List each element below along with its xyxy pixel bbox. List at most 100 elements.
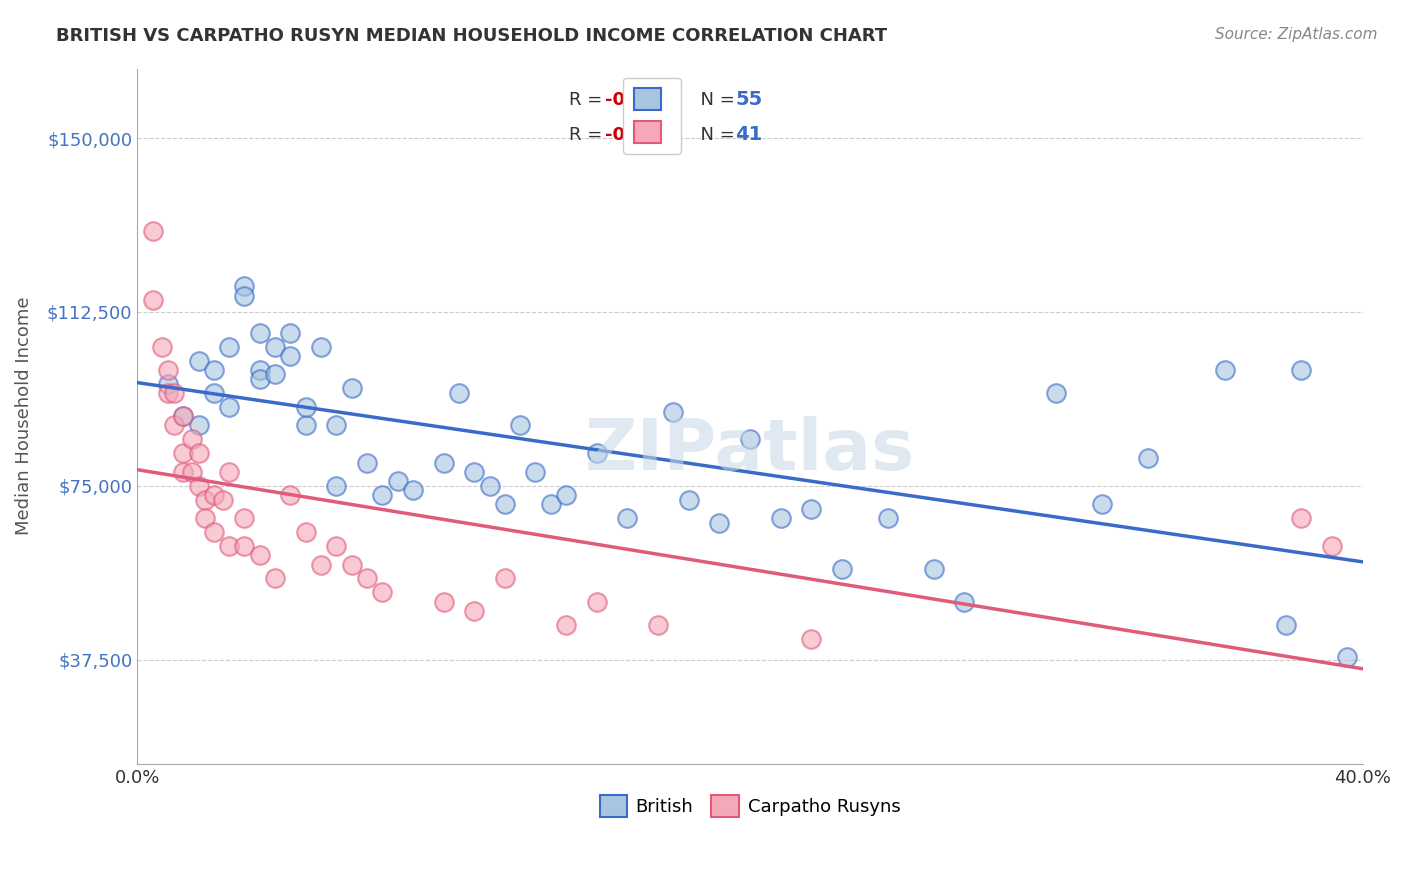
Point	[233, 511, 256, 525]
Point	[325, 539, 347, 553]
Point	[172, 409, 194, 424]
Point	[463, 465, 485, 479]
Point	[249, 363, 271, 377]
Text: BRITISH VS CARPATHO RUSYN MEDIAN HOUSEHOLD INCOME CORRELATION CHART: BRITISH VS CARPATHO RUSYN MEDIAN HOUSEHO…	[56, 27, 887, 45]
Point	[371, 488, 394, 502]
Point	[294, 524, 316, 539]
Point	[524, 465, 547, 479]
Point	[432, 456, 454, 470]
Text: 55: 55	[735, 90, 762, 110]
Point	[202, 524, 225, 539]
Point	[494, 497, 516, 511]
Point	[432, 594, 454, 608]
Point	[1137, 450, 1160, 465]
Point	[156, 386, 179, 401]
Point	[555, 617, 578, 632]
Point	[371, 585, 394, 599]
Point	[447, 386, 470, 401]
Point	[187, 479, 209, 493]
Point	[876, 511, 898, 525]
Point	[1291, 363, 1313, 377]
Point	[463, 604, 485, 618]
Point	[249, 372, 271, 386]
Point	[212, 492, 235, 507]
Point	[678, 492, 700, 507]
Point	[280, 326, 302, 340]
Point	[181, 433, 204, 447]
Point	[769, 511, 792, 525]
Point	[555, 488, 578, 502]
Point	[831, 562, 853, 576]
Point	[585, 446, 607, 460]
Text: R =: R =	[568, 126, 607, 144]
Point	[194, 511, 217, 525]
Y-axis label: Median Household Income: Median Household Income	[15, 297, 32, 535]
Point	[800, 501, 823, 516]
Point	[172, 465, 194, 479]
Point	[280, 349, 302, 363]
Point	[163, 386, 186, 401]
Text: ZIPatlas: ZIPatlas	[585, 417, 915, 485]
Point	[187, 446, 209, 460]
Point	[647, 617, 669, 632]
Point	[309, 558, 332, 572]
Point	[340, 381, 363, 395]
Point	[156, 363, 179, 377]
Point	[218, 340, 240, 354]
Point	[187, 418, 209, 433]
Point	[738, 433, 761, 447]
Point	[922, 562, 945, 576]
Point	[509, 418, 531, 433]
Point	[387, 474, 409, 488]
Text: N =: N =	[689, 91, 740, 109]
Text: N =: N =	[689, 126, 740, 144]
Point	[202, 363, 225, 377]
Point	[181, 465, 204, 479]
Point	[218, 400, 240, 414]
Point	[662, 404, 685, 418]
Point	[233, 539, 256, 553]
Point	[478, 479, 501, 493]
Point	[325, 418, 347, 433]
Point	[325, 479, 347, 493]
Point	[218, 539, 240, 553]
Point	[294, 418, 316, 433]
Point	[585, 594, 607, 608]
Point	[163, 418, 186, 433]
Point	[953, 594, 976, 608]
Point	[194, 492, 217, 507]
Point	[249, 548, 271, 562]
Point	[202, 488, 225, 502]
Point	[156, 376, 179, 391]
Legend: British, Carpatho Rusyns: British, Carpatho Rusyns	[592, 788, 907, 824]
Point	[264, 571, 287, 585]
Point	[1045, 386, 1067, 401]
Point	[709, 516, 731, 530]
Text: R =: R =	[568, 91, 607, 109]
Point	[1275, 617, 1298, 632]
Point	[402, 483, 425, 498]
Point	[294, 400, 316, 414]
Point	[356, 456, 378, 470]
Point	[540, 497, 562, 511]
Point	[172, 446, 194, 460]
Point	[142, 293, 165, 308]
Point	[187, 353, 209, 368]
Point	[150, 340, 173, 354]
Point	[233, 279, 256, 293]
Point	[1320, 539, 1343, 553]
Point	[340, 558, 363, 572]
Point	[233, 288, 256, 302]
Point	[1336, 650, 1358, 665]
Point	[356, 571, 378, 585]
Point	[309, 340, 332, 354]
Point	[494, 571, 516, 585]
Text: Source: ZipAtlas.com: Source: ZipAtlas.com	[1215, 27, 1378, 42]
Point	[142, 224, 165, 238]
Point	[172, 409, 194, 424]
Point	[264, 368, 287, 382]
Text: -0.410: -0.410	[606, 91, 669, 109]
Point	[1091, 497, 1114, 511]
Point	[264, 340, 287, 354]
Text: -0.153: -0.153	[606, 126, 669, 144]
